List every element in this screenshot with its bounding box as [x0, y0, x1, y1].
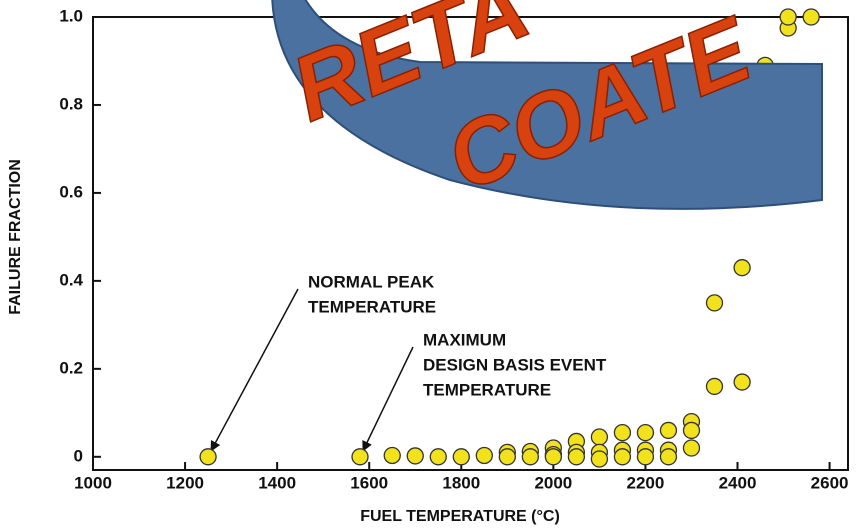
- banner: [271, 0, 823, 210]
- point: [682, 439, 701, 457]
- point: [733, 259, 751, 277]
- x-tick-label: 1600: [350, 473, 388, 492]
- point: [682, 421, 701, 440]
- x-tick-label: 2600: [811, 473, 849, 492]
- annotation: MAXIMUM: [423, 330, 506, 349]
- x-tick-label: 1400: [258, 473, 296, 492]
- x-tick-label: 1200: [166, 473, 204, 492]
- y-tick-label: 1.0: [59, 6, 83, 25]
- point: [521, 448, 539, 466]
- overlay: RETA COATE: [271, 0, 823, 212]
- x-tick-label: 2000: [534, 473, 572, 492]
- point: [406, 447, 424, 465]
- y-axis-label: FAILURE FRACTION: [7, 159, 24, 315]
- point: [590, 428, 609, 446]
- y-tick-label: 0.6: [59, 182, 83, 201]
- y-tick-label: 0.4: [59, 270, 83, 289]
- point: [733, 373, 751, 391]
- point: [498, 448, 516, 466]
- x-tick-label: 2200: [627, 473, 665, 492]
- point: [567, 448, 586, 466]
- x-tick-label: 2400: [719, 473, 757, 492]
- annotation: TEMPERATURE: [423, 380, 551, 399]
- annotation-arrow: [210, 288, 299, 452]
- point: [613, 423, 632, 442]
- point: [659, 421, 678, 440]
- x-axis-label: FUEL TEMPERATURE (°C): [360, 508, 560, 525]
- annotation: DESIGN BASIS EVENT: [423, 355, 607, 374]
- x-tick-label: 1800: [442, 473, 480, 492]
- point: [636, 448, 655, 466]
- y-tick-label: 0.2: [59, 358, 83, 377]
- point: [590, 450, 609, 468]
- plot-frame: [92, 16, 849, 471]
- point: [351, 448, 369, 466]
- annotation-arrow: [362, 346, 414, 452]
- point: [705, 294, 724, 312]
- point: [705, 377, 724, 396]
- point: [429, 448, 447, 466]
- point: [659, 448, 678, 466]
- point: [475, 446, 493, 465]
- y-tick-label: 0.8: [59, 94, 83, 113]
- annotation: TEMPERATURE: [308, 297, 436, 316]
- point: [636, 423, 655, 442]
- point: [613, 448, 632, 466]
- y-tick-label: 0: [74, 446, 83, 465]
- point: [802, 8, 820, 26]
- point: [544, 448, 563, 466]
- point: [779, 8, 797, 26]
- annotation: NORMAL PEAK: [308, 272, 435, 291]
- x-tick-label: 1000: [74, 473, 112, 492]
- point: [452, 448, 470, 466]
- point: [199, 448, 217, 466]
- point: [383, 446, 401, 465]
